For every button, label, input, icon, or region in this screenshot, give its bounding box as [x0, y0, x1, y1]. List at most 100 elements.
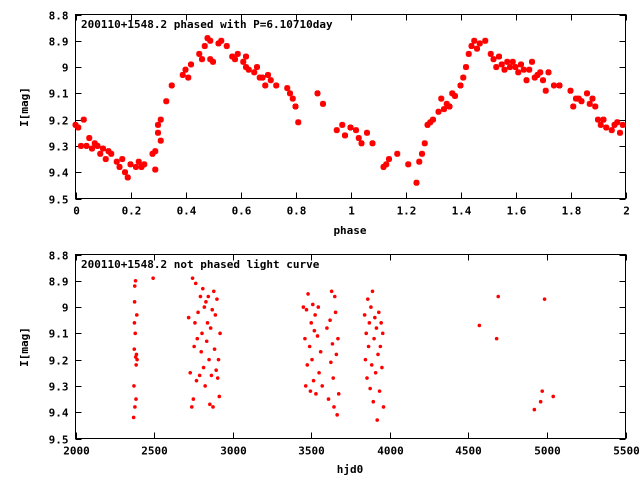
data-point [441, 106, 447, 113]
data-point [600, 116, 607, 123]
data-point [102, 156, 109, 163]
data-point [202, 305, 207, 309]
data-point [200, 286, 205, 291]
x-tick-label: 2 [623, 205, 630, 218]
data-point [537, 69, 544, 76]
data-point [205, 321, 210, 325]
data-point [193, 321, 197, 325]
data-point [494, 336, 499, 341]
data-point [204, 300, 208, 304]
data-point [542, 297, 547, 301]
data-point [119, 156, 126, 163]
data-point [94, 142, 101, 149]
y-axis-label: I[mag] [18, 327, 31, 367]
data-point [430, 116, 436, 123]
y-tick-label: 9.2 [49, 115, 69, 128]
data-point [135, 158, 142, 165]
data-point [191, 397, 196, 401]
data-point [405, 161, 412, 168]
data-point [504, 58, 511, 65]
data-point [314, 90, 321, 97]
data-point [328, 318, 332, 323]
data-point [217, 394, 222, 399]
data-point [97, 150, 104, 157]
data-point [100, 145, 106, 152]
data-point [335, 413, 339, 417]
data-point [608, 127, 615, 134]
data-point [200, 331, 204, 336]
data-point [234, 50, 241, 57]
data-point [232, 56, 238, 63]
data-point [367, 321, 372, 325]
data-point [331, 376, 336, 380]
data-point [496, 294, 501, 299]
data-point [347, 124, 354, 131]
data-point [204, 339, 209, 344]
data-point [131, 415, 136, 420]
data-point [303, 384, 308, 388]
data-point [289, 95, 296, 102]
x-tick-label: 1.6 [507, 205, 527, 218]
y-tick-label: 9 [62, 62, 69, 75]
unphased-light-curve-panel: 200110+1548.2 not phased light curve hjd… [18, 250, 640, 477]
data-point [305, 363, 310, 367]
data-point [314, 392, 318, 396]
data-point [330, 342, 335, 346]
data-point [567, 87, 574, 94]
data-point [223, 43, 230, 50]
data-point [210, 307, 215, 312]
data-point [265, 71, 271, 78]
data-point [211, 405, 215, 409]
data-point [245, 66, 252, 73]
data-point [529, 58, 535, 65]
data-point [215, 376, 220, 380]
data-point [507, 64, 513, 71]
data-point [309, 321, 314, 325]
data-point [326, 397, 331, 401]
data-point [251, 69, 258, 76]
data-point [476, 40, 483, 47]
x-tick-label: 5500 [613, 445, 640, 458]
data-point [134, 313, 139, 317]
x-tick-label: 2500 [141, 445, 168, 458]
axis-ticks: 0 0.2 0.4 0.6 0.8 1 1.2 1.4 1.6 1.8 2 8.8 8.9 9 9.1 9.2… [49, 10, 630, 218]
data-point [611, 121, 618, 128]
data-point [380, 331, 385, 336]
data-point [515, 69, 522, 76]
data-point [421, 140, 428, 147]
data-point [307, 344, 312, 349]
x-axis-label: hjd0 [337, 463, 364, 476]
data-point [570, 103, 577, 110]
data-point [204, 35, 211, 42]
data-point [551, 82, 557, 89]
data-point [315, 334, 320, 338]
data-point [353, 127, 359, 134]
data-point [419, 150, 425, 157]
data-point [132, 384, 136, 388]
data-point [303, 336, 307, 341]
x-tick-label: 0.6 [232, 205, 252, 218]
data-point [196, 50, 203, 57]
data-point [229, 53, 236, 60]
y-tick-label: 9.5 [49, 194, 69, 207]
data-point [132, 300, 137, 304]
data-point [381, 405, 386, 409]
data-point [365, 297, 370, 301]
data-point [308, 389, 313, 393]
data-point [273, 82, 280, 89]
data-point [218, 331, 222, 336]
data-point [188, 61, 194, 68]
x-tick-label: 1.2 [397, 205, 417, 218]
data-point [209, 373, 214, 378]
y-tick-label: 8.8 [49, 10, 69, 23]
data-point [358, 140, 365, 147]
data-point [371, 399, 376, 404]
data-point [301, 305, 306, 309]
data-point [586, 100, 593, 107]
data-point [333, 310, 338, 315]
data-point [132, 321, 137, 325]
data-point [575, 95, 582, 102]
data-point [190, 276, 195, 280]
data-point [287, 90, 293, 97]
data-point [201, 365, 206, 370]
